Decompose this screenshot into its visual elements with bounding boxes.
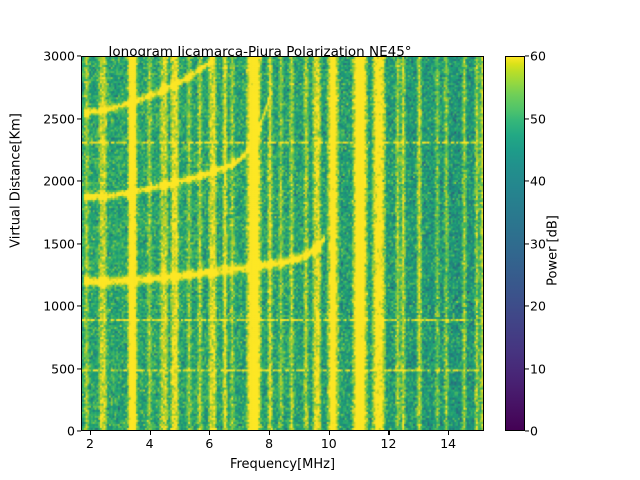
y-tick-label: 3000 <box>43 48 75 64</box>
ionogram-heatmap <box>82 57 483 430</box>
colorbar-gradient <box>505 56 525 431</box>
y-tick-label: 2000 <box>43 173 75 189</box>
x-tick-label: 8 <box>265 436 274 451</box>
colorbar-tick-mark <box>525 55 529 57</box>
y-tick-mark <box>77 117 81 120</box>
y-axis-label: Virtual Distance[Km] <box>8 113 24 248</box>
x-tick-label: 10 <box>320 436 337 451</box>
x-tick-label: 14 <box>440 436 457 451</box>
x-tick-mark <box>388 431 390 435</box>
x-tick-label: 2 <box>85 436 94 451</box>
y-tick-mark <box>77 305 81 307</box>
x-tick-mark <box>269 431 271 435</box>
y-tick-label: 2500 <box>43 111 75 126</box>
ionogram-plot-area <box>81 56 484 431</box>
x-tick-label: 6 <box>205 436 214 451</box>
colorbar-label: Power [dB] <box>545 215 561 286</box>
colorbar-tick-label: 60 <box>530 48 546 64</box>
title-line-1: Ionogram Jicamarca-Piura Polarization NE… <box>108 44 412 60</box>
colorbar-tick-label: 40 <box>530 173 546 189</box>
colorbar-tick-mark <box>525 430 529 432</box>
y-tick-label: 1500 <box>43 236 75 251</box>
x-tick-mark <box>209 431 211 435</box>
y-tick-mark <box>77 180 81 182</box>
y-tick-label: 0 <box>67 423 75 439</box>
colorbar-tick-mark <box>525 117 529 120</box>
x-tick-mark <box>448 431 450 435</box>
y-tick-label: 500 <box>51 361 75 376</box>
y-tick-mark <box>77 430 81 432</box>
x-tick-mark <box>149 431 151 435</box>
x-axis-label: Frequency[MHz] <box>229 457 336 472</box>
colorbar-tick-mark <box>525 180 529 182</box>
x-tick-label: 12 <box>380 436 397 451</box>
colorbar-tick-label: 0 <box>530 423 538 439</box>
colorbar-tick-label: 50 <box>530 111 546 126</box>
colorbar-tick-mark <box>525 367 529 370</box>
y-tick-label: 1000 <box>43 298 75 314</box>
colorbar-tick-mark <box>525 305 529 307</box>
y-tick-mark <box>77 55 81 57</box>
colorbar-tick-label: 10 <box>530 361 546 376</box>
x-tick-mark <box>328 431 330 435</box>
y-tick-mark <box>77 367 81 370</box>
y-tick-mark <box>77 242 81 245</box>
colorbar-tick-label: 30 <box>530 236 546 251</box>
colorbar-tick-label: 20 <box>530 298 546 314</box>
colorbar-tick-mark <box>525 242 529 245</box>
x-tick-label: 4 <box>145 436 154 451</box>
x-tick-mark <box>89 431 92 435</box>
